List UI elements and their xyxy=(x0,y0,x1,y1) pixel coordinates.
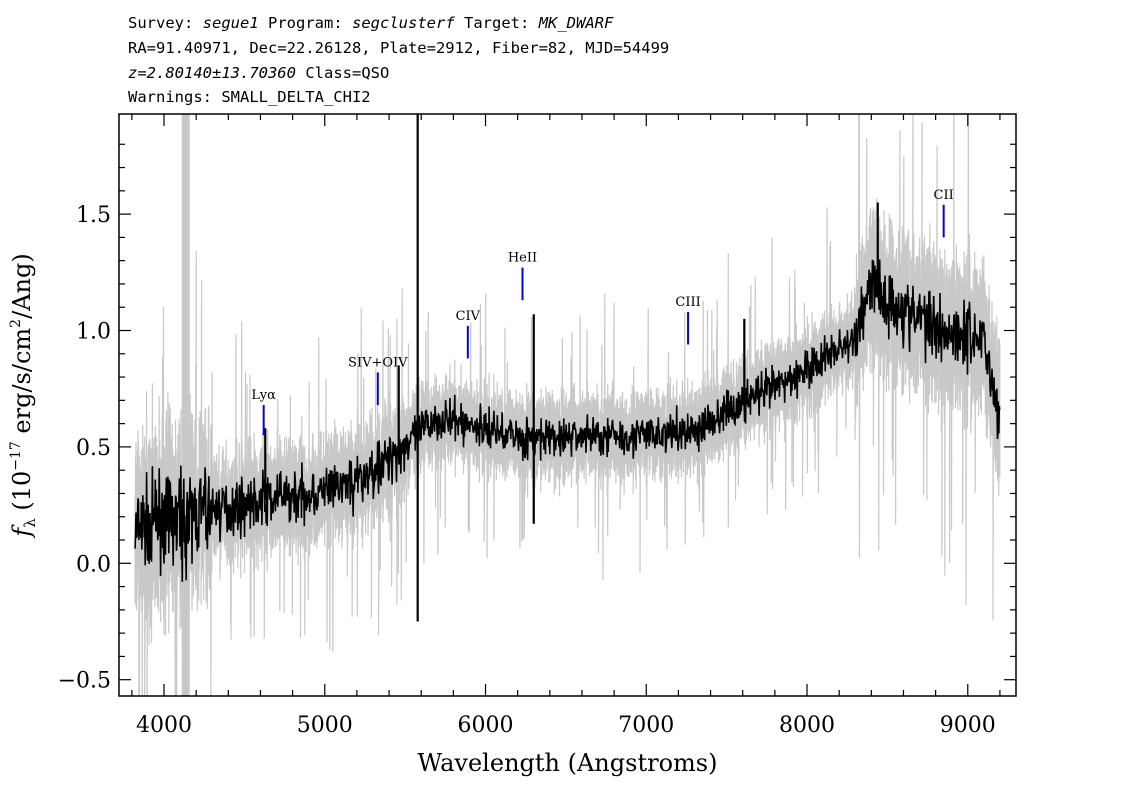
program-value: segclusterf xyxy=(352,14,455,32)
x-tick-label: 6000 xyxy=(458,713,514,738)
flux-line xyxy=(134,257,1001,582)
flux-series xyxy=(134,114,1001,622)
x-tick-label: 5000 xyxy=(297,713,353,738)
emission-line-label: SIV+OIV xyxy=(348,355,408,370)
y-axis-label: fλ (10−17 erg/s/cm2/Ang) xyxy=(8,253,39,538)
survey-value: segue1 xyxy=(202,14,259,32)
class-value: Class=QSO xyxy=(305,64,390,82)
header-line-redshift: z=2.80140±13.70360 Class=QSO xyxy=(128,63,389,83)
x-tick-label: 7000 xyxy=(618,713,674,738)
emission-line-label: CII xyxy=(934,188,954,203)
emission-line-label: HeII xyxy=(508,251,537,266)
y-tick-label: 1.5 xyxy=(76,203,111,228)
masked-region xyxy=(181,114,190,696)
axis-ticks: 4000 5000 6000 7000 8000 9000 −0.5 0.0 0.5 1.0 1.5 xyxy=(58,114,1016,738)
emission-line-label: CIV xyxy=(456,309,481,324)
y-tick-label: 0.0 xyxy=(76,552,111,577)
survey-label: Survey: xyxy=(128,14,194,32)
target-value: MK_DWARF xyxy=(538,14,614,32)
header-line-survey: Survey: segue1 Program: segclusterf Targ… xyxy=(128,13,613,33)
x-tick-label: 9000 xyxy=(940,713,996,738)
header-line-coordinates: RA=91.40971, Dec=22.26128, Plate=2912, F… xyxy=(128,39,670,57)
header-line-warnings: Warnings: SMALL_DELTA_CHI2 xyxy=(128,88,371,106)
x-tick-label: 8000 xyxy=(779,713,835,738)
emission-line-label: CIII xyxy=(675,295,700,310)
y-tick-label: −0.5 xyxy=(58,669,111,694)
y-tick-label: 1.0 xyxy=(76,320,111,345)
target-label: Target: xyxy=(464,14,530,32)
x-axis-label: Wavelength (Angstroms) xyxy=(418,749,718,777)
emission-line-label: Lyα xyxy=(251,388,276,403)
plot-frame xyxy=(118,113,1017,697)
program-label: Program: xyxy=(268,14,343,32)
masked-band xyxy=(181,114,190,696)
redshift-value: z=2.80140±13.70360 xyxy=(128,64,296,82)
y-tick-label: 0.5 xyxy=(76,436,111,461)
x-tick-label: 4000 xyxy=(136,713,192,738)
emission-line-markers: Lyα SIV+OIV CIV HeII CIII CII xyxy=(251,188,954,436)
